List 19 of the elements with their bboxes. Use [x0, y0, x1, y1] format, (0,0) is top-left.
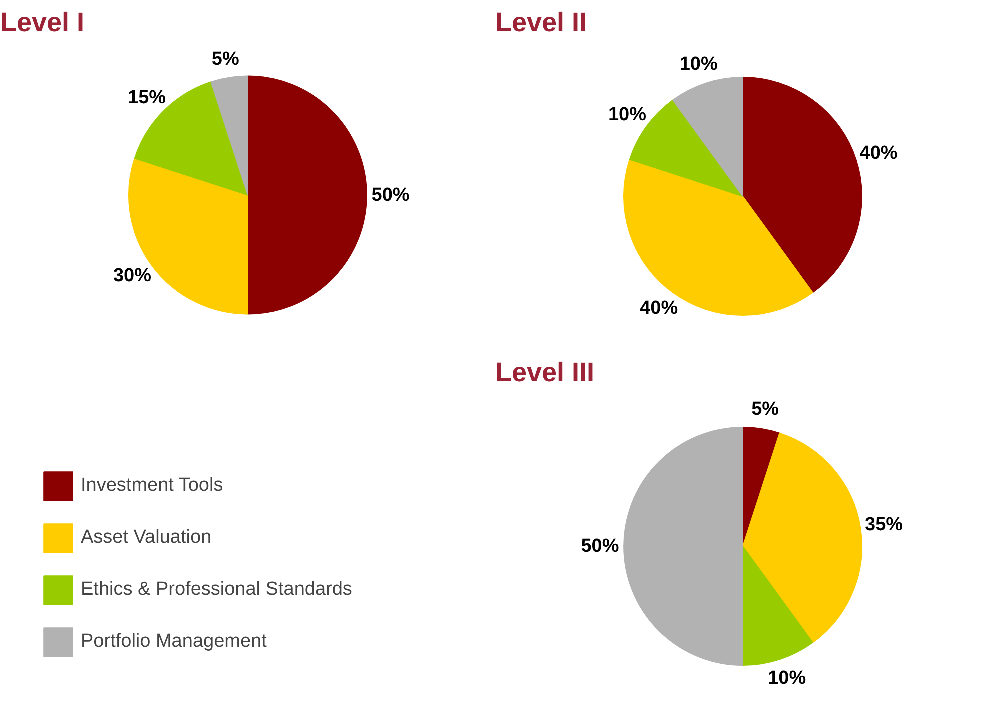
legend-label: Portfolio Management: [81, 631, 267, 653]
data-label: 5%: [212, 48, 240, 70]
data-label: 30%: [113, 266, 152, 287]
chart-title: Level I: [0, 8, 85, 38]
legend-label: Ethics & Professional Standards: [81, 579, 352, 601]
data-label: 40%: [860, 143, 898, 164]
data-label: 10%: [680, 54, 718, 76]
legend-label: Investment Tools: [81, 475, 224, 497]
data-label: 10%: [608, 104, 647, 126]
data-label: 40%: [640, 298, 678, 320]
data-label: 15%: [128, 88, 166, 109]
data-label: 5%: [752, 399, 780, 420]
data-label: 35%: [865, 514, 904, 536]
data-label: 50%: [372, 184, 410, 206]
legend-label: Asset Valuation: [81, 527, 212, 549]
chart-title: Level III: [496, 358, 595, 388]
chart-title: Level II: [496, 8, 588, 38]
data-label: 10%: [768, 668, 806, 689]
data-label: 50%: [581, 536, 620, 557]
